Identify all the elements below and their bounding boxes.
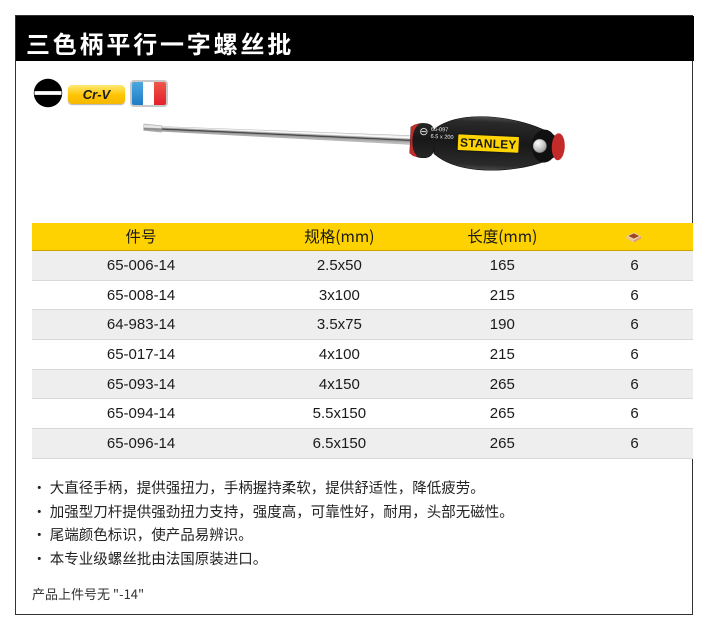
svg-text:STANLEY: STANLEY: [460, 135, 517, 152]
svg-text:6.5 x 200: 6.5 x 200: [430, 134, 453, 141]
svg-text:65-097: 65-097: [431, 127, 449, 134]
